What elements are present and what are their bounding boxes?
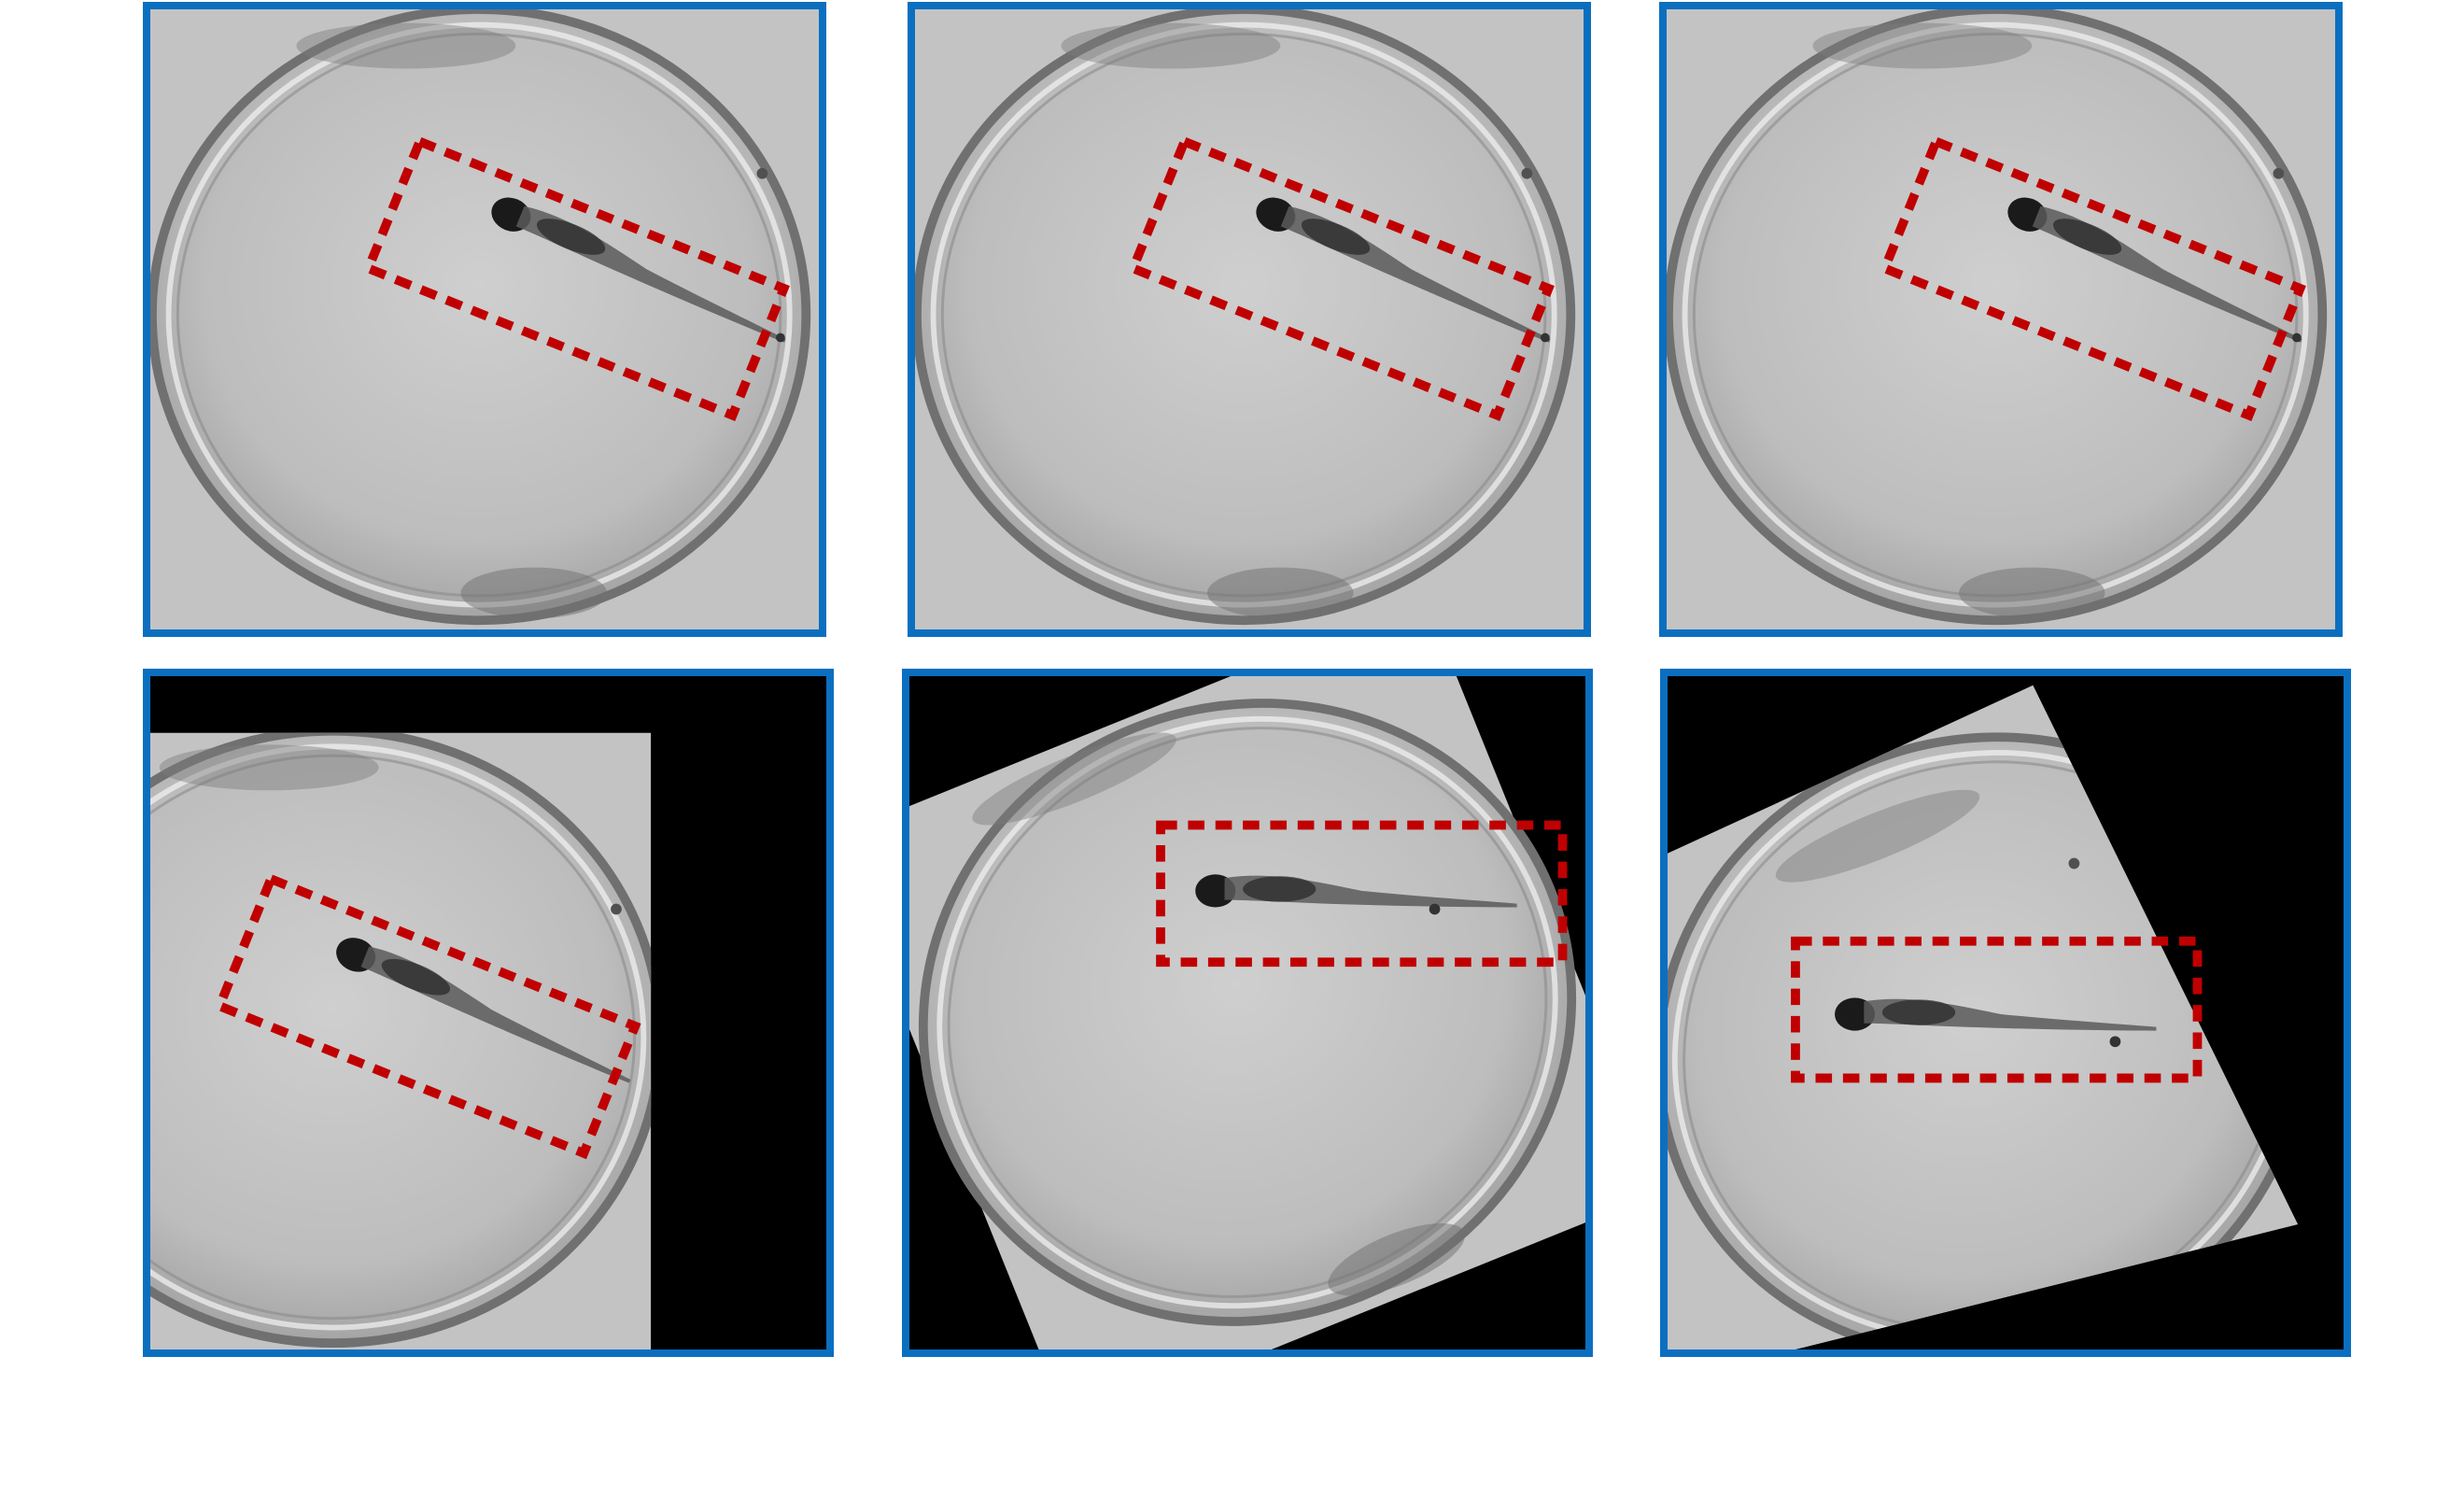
zebrafish-larva <box>1195 874 1517 908</box>
zebrafish-larva <box>491 197 786 343</box>
zebrafish-larva <box>2007 197 2302 343</box>
panel-flip-2-image <box>1667 9 2335 629</box>
panel-rotate-ccw <box>902 669 1593 1357</box>
panel-original-image <box>150 9 819 629</box>
fish-bbox <box>362 135 790 422</box>
panel-flip-2 <box>1659 2 2343 637</box>
petri-dish <box>918 699 1577 1326</box>
panel-crop-shift <box>143 669 834 1357</box>
zebrafish-larva <box>336 938 631 1083</box>
panel-rotate-cw <box>1660 669 2351 1357</box>
panel-flip-1 <box>908 2 1591 637</box>
zebrafish-larva <box>1835 997 2157 1031</box>
fish-bbox <box>1156 820 1568 968</box>
fish-bbox <box>1879 135 2306 422</box>
panel-rotate-cw-image <box>1668 676 2344 1349</box>
panel-crop-shift-image <box>150 676 826 1349</box>
fish-bbox <box>1127 135 1555 422</box>
panel-original <box>143 2 826 637</box>
panel-flip-1-image <box>915 9 1584 629</box>
panel-rotate-ccw-image <box>909 676 1585 1349</box>
fish-bbox <box>213 872 641 1160</box>
zebrafish-larva <box>1256 197 1551 343</box>
